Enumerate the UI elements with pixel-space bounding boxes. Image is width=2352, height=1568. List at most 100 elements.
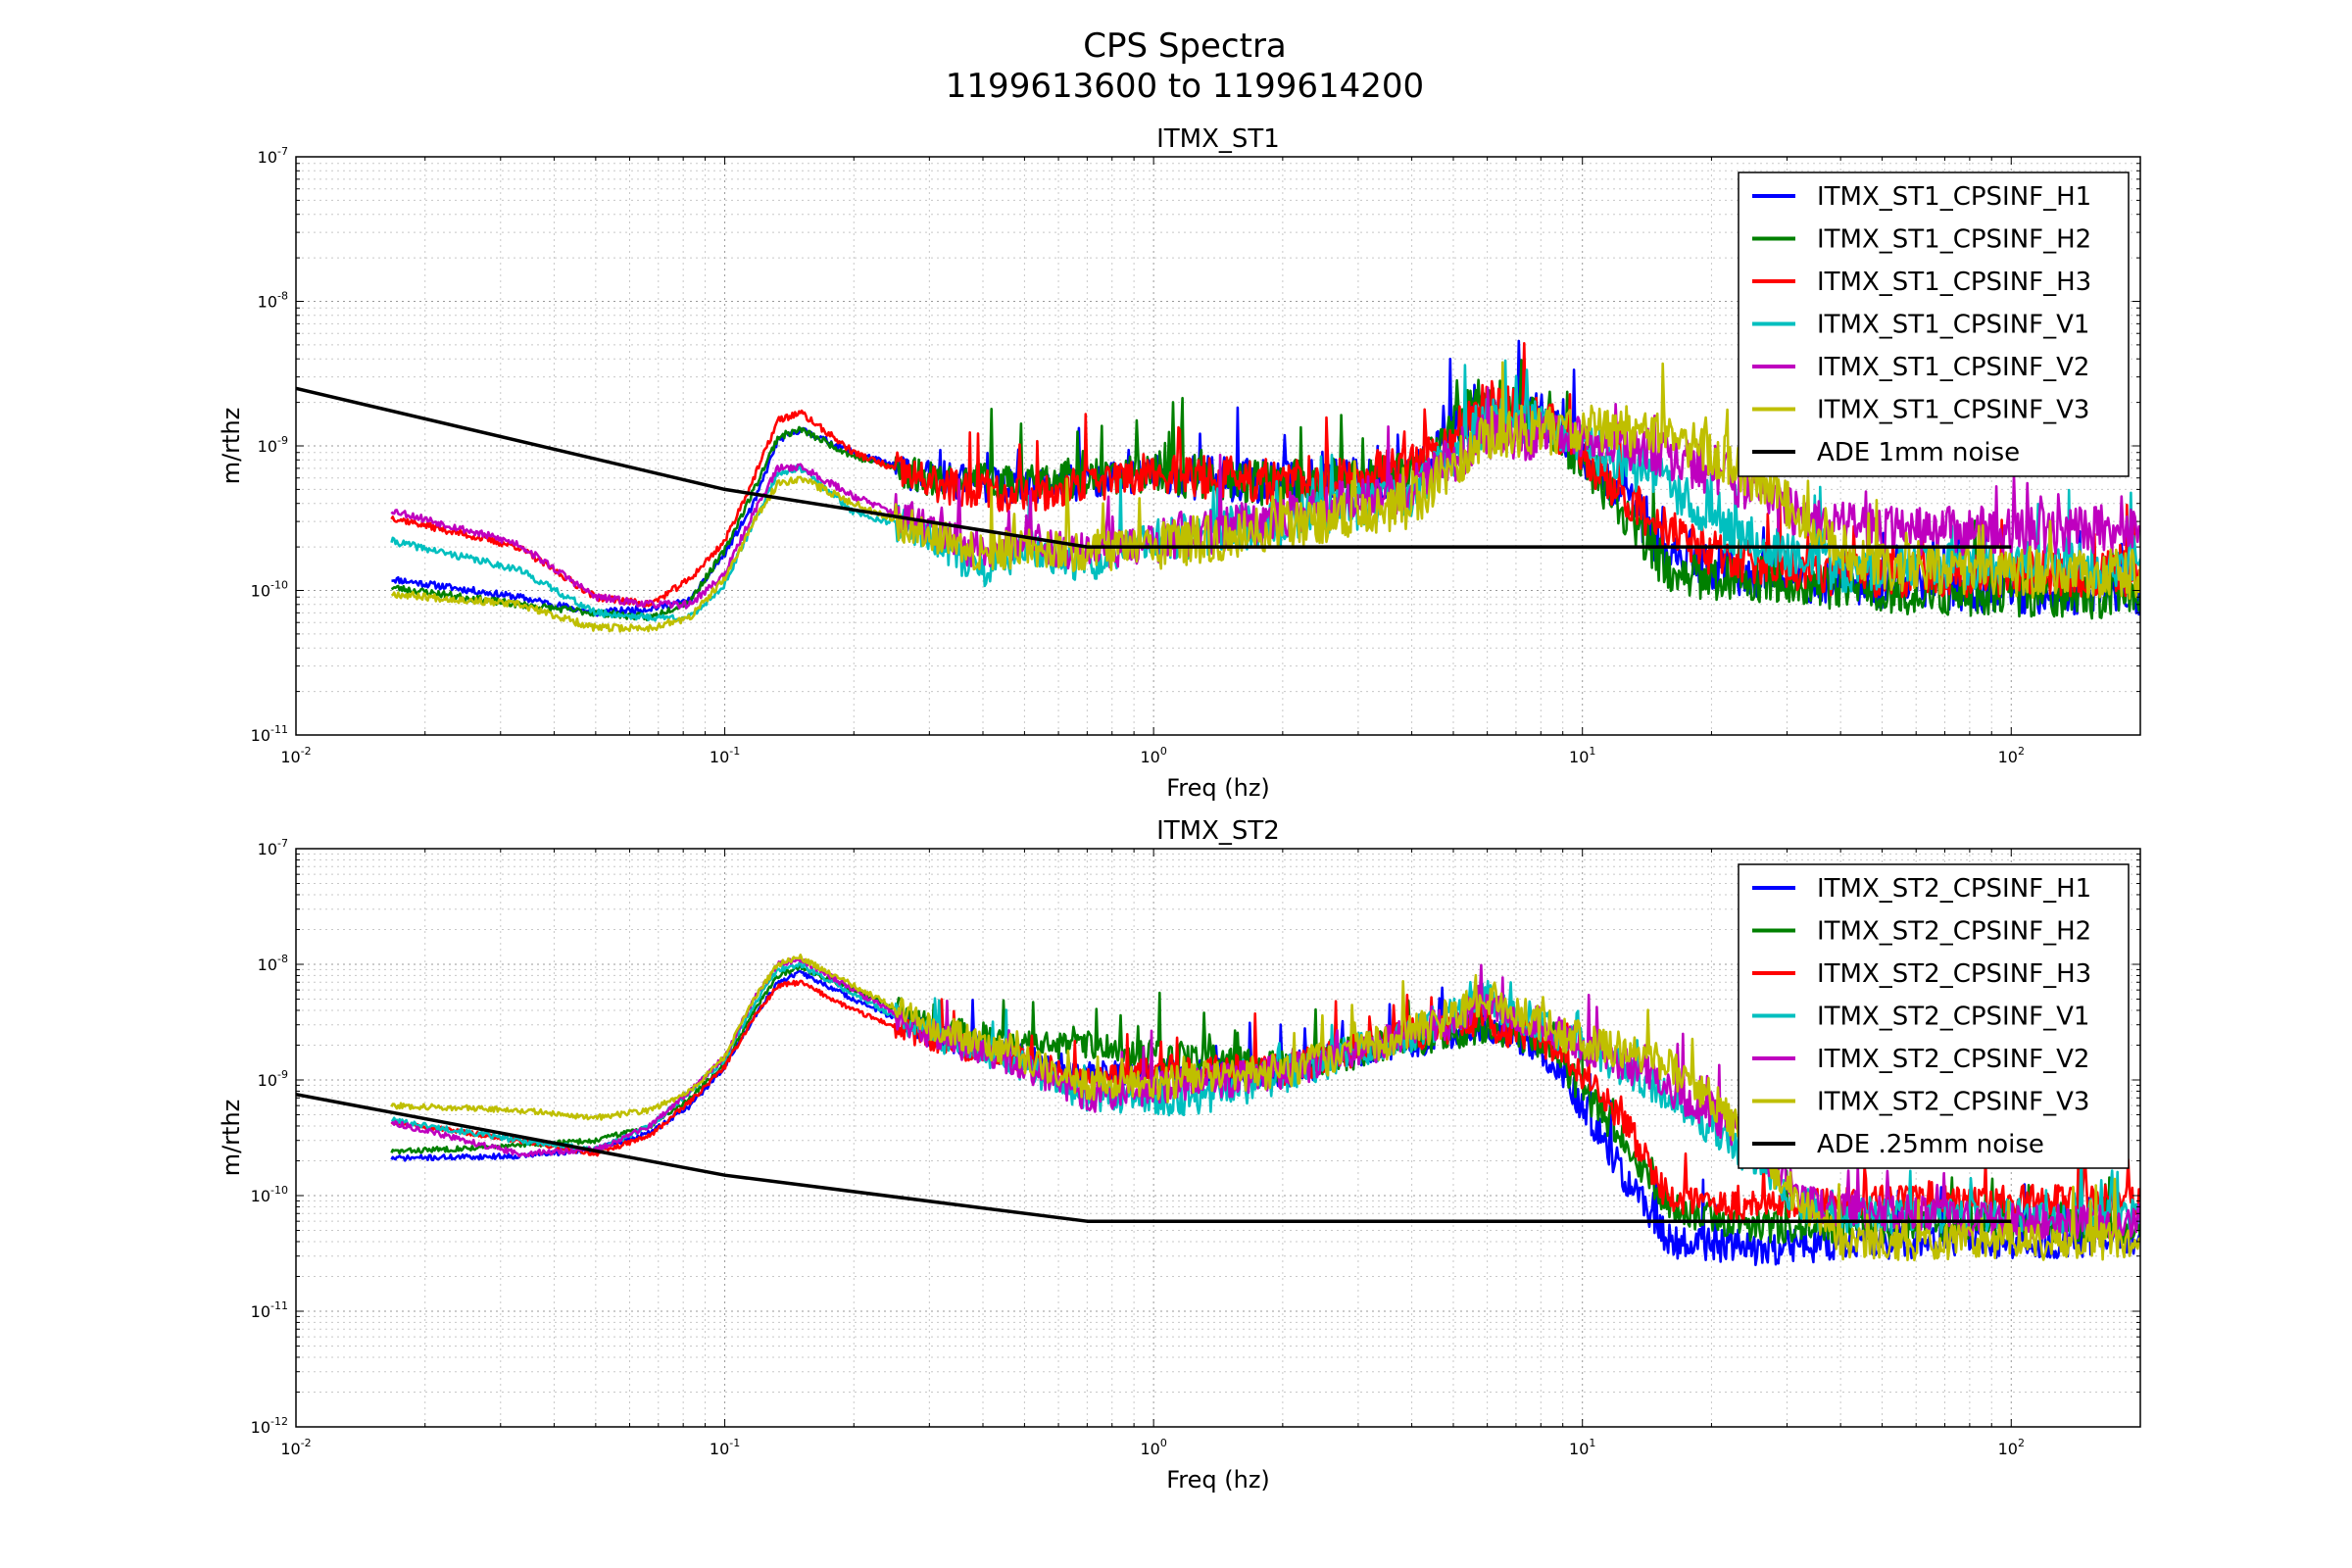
series-line-ade-1mm-noise [296, 386, 2012, 549]
panel1-y-tick-exponent: -7 [277, 837, 288, 850]
panel0-legend-box [1738, 172, 2130, 477]
panel0-x-tick-label: 10-1 [710, 745, 740, 766]
panel0-x-tick-label: 102 [1998, 745, 2025, 766]
panel1-x-tick-exponent: -1 [729, 1437, 740, 1449]
figure-title: CPS Spectra [1083, 26, 1287, 66]
panel0-y-tick-exponent: -11 [270, 723, 288, 736]
panel0-x-tick-base: 10 [1140, 748, 1159, 766]
panel0-y-tick-base: 10 [258, 148, 277, 167]
panel1-x-tick-label: 10-1 [710, 1437, 740, 1458]
legend-label-itmx-st2-cpsinf-h1: ITMX_ST2_CPSINF_H1 [1817, 874, 2091, 904]
st1-plot-area [296, 339, 2140, 633]
panel1-y-tick-exponent: -8 [277, 953, 288, 965]
panel1-y-tick-base: 10 [251, 1187, 270, 1205]
panel1-x-tick-exponent: 1 [1589, 1437, 1595, 1449]
panel1-y-tick-exponent: -11 [270, 1299, 288, 1312]
panel1-x-tick-label: 100 [1140, 1437, 1166, 1458]
panel1-y-tick-label: 10-11 [251, 1299, 288, 1321]
panel0-y-tick-exponent: -9 [277, 434, 288, 447]
panel0-y-tick-base: 10 [258, 293, 277, 312]
panel1-x-tick-label: 101 [1569, 1437, 1595, 1458]
panel1-y-tick-label: 10-9 [258, 1068, 288, 1090]
st2-y-axis-label: m/rthz [218, 1100, 245, 1177]
panel0-x-tick-exponent: 1 [1589, 745, 1595, 758]
panel0-y-tick-base: 10 [251, 726, 270, 745]
legend-label-itmx-st2-cpsinf-h2: ITMX_ST2_CPSINF_H2 [1817, 917, 2091, 947]
st2-x-axis-label: Freq (hz) [1166, 1466, 1270, 1494]
panel1-x-tick-label: 10-2 [280, 1437, 311, 1458]
legend-label-itmx-st2-cpsinf-v1: ITMX_ST2_CPSINF_V1 [1817, 1003, 2089, 1032]
legend-label-itmx-st1-cpsinf-h2: ITMX_ST1_CPSINF_H2 [1817, 225, 2091, 255]
panel1-y-tick-base: 10 [258, 840, 277, 858]
st1-legend: ITMX_ST1_CPSINF_H1 ITMX_ST1_CPSINF_H2 ITMX… [1738, 172, 2130, 477]
series-line-itmx-st1-cpsinf-h3 [390, 342, 2140, 609]
series-line-ade-25mm-noise [296, 1092, 2012, 1223]
panel0-y-tick-label: 10-11 [251, 723, 288, 745]
panel0-y-tick-exponent: -7 [277, 145, 288, 158]
legend-label-itmx-st1-cpsinf-h3: ITMX_ST1_CPSINF_H3 [1817, 268, 2091, 297]
legend-label-itmx-st1-cpsinf-v3: ITMX_ST1_CPSINF_V3 [1817, 396, 2089, 425]
st2-plot-area [296, 954, 2140, 1267]
legend-label-itmx-st2-cpsinf-v3: ITMX_ST2_CPSINF_V3 [1817, 1088, 2089, 1117]
panel0-x-tick-label: 10-2 [280, 745, 311, 766]
panel0-x-tick-label: 101 [1569, 745, 1595, 766]
panel1-x-tick-base: 10 [710, 1440, 729, 1458]
panel0-y-tick-exponent: -8 [277, 290, 288, 303]
panel0-x-tick-exponent: -1 [729, 745, 740, 758]
panel0-y-tick-label: 10-10 [251, 579, 288, 601]
st1-title: ITMX_ST1 [1156, 124, 1280, 154]
panel0-y-tick-label: 10-7 [258, 145, 288, 167]
panel0-x-tick-exponent: -2 [301, 745, 312, 758]
legend-label-ade-1mm-noise: ADE 1mm noise [1817, 438, 2020, 467]
panel1-y-tick-exponent: -9 [277, 1068, 288, 1081]
legend-label-itmx-st1-cpsinf-v2: ITMX_ST1_CPSINF_V2 [1817, 353, 2089, 382]
panel1-x-tick-exponent: -2 [301, 1437, 312, 1449]
panel0-y-tick-exponent: -10 [270, 579, 288, 592]
st1-panel: 10-2 10-1 100 101 10210-1110-1010-910-810-7 … [218, 124, 2141, 802]
st2-ticks: 10-2 10-1 100 101 10210-1210-1110-1010-910-8… [251, 837, 2141, 1458]
figure-subtitle: 1199613600 to 1199614200 [946, 67, 1424, 106]
panel0-y-tick-base: 10 [258, 437, 277, 456]
panel1-x-tick-base: 10 [1569, 1440, 1589, 1458]
st2-legend: ITMX_ST2_CPSINF_H1 ITMX_ST2_CPSINF_H2 ITMX… [1738, 863, 2130, 1169]
panel0-x-tick-exponent: 2 [2018, 745, 2025, 758]
panel0-x-tick-exponent: 0 [1160, 745, 1167, 758]
panel0-x-tick-base: 10 [1998, 748, 2018, 766]
series-line-itmx-st1-cpsinf-v3 [390, 361, 2140, 633]
panel1-x-tick-base: 10 [280, 1440, 300, 1458]
panel0-x-tick-base: 10 [710, 748, 729, 766]
panel1-x-tick-label: 102 [1998, 1437, 2025, 1458]
panel1-x-tick-base: 10 [1998, 1440, 2018, 1458]
legend-label-itmx-st2-cpsinf-v2: ITMX_ST2_CPSINF_V2 [1817, 1045, 2089, 1074]
panel1-legend-box [1738, 863, 2130, 1169]
panel1-y-tick-label: 10-12 [251, 1415, 288, 1437]
legend-label-itmx-st1-cpsinf-h1: ITMX_ST1_CPSINF_H1 [1817, 182, 2091, 212]
st1-x-axis-label: Freq (hz) [1166, 774, 1270, 802]
panel1-y-tick-base: 10 [258, 1071, 277, 1090]
series-line-itmx-st1-cpsinf-v2 [390, 386, 2140, 610]
legend-label-itmx-st1-cpsinf-v1: ITMX_ST1_CPSINF_V1 [1817, 311, 2089, 340]
panel0-x-tick-base: 10 [1569, 748, 1589, 766]
legend-label-itmx-st2-cpsinf-h3: ITMX_ST2_CPSINF_H3 [1817, 959, 2091, 989]
st1-y-axis-label: m/rthz [218, 408, 245, 485]
panel0-y-tick-label: 10-8 [258, 290, 288, 312]
panel1-y-tick-label: 10-10 [251, 1184, 288, 1205]
panel1-y-tick-label: 10-7 [258, 837, 288, 858]
panel1-y-tick-base: 10 [251, 1302, 270, 1321]
st2-panel: 10-2 10-1 100 101 10210-1210-1110-1010-910-8… [218, 816, 2141, 1494]
panel0-y-tick-label: 10-9 [258, 434, 288, 456]
panel1-x-tick-base: 10 [1140, 1440, 1159, 1458]
panel1-y-tick-exponent: -12 [270, 1415, 288, 1428]
panel1-y-tick-base: 10 [251, 1418, 270, 1437]
series-line-itmx-st2-cpsinf-v3 [390, 954, 2140, 1262]
panel1-x-tick-exponent: 2 [2018, 1437, 2025, 1449]
panel1-y-tick-label: 10-8 [258, 953, 288, 974]
panel1-y-tick-exponent: -10 [270, 1184, 288, 1197]
st2-axes-frame [295, 848, 2141, 1428]
panel0-y-tick-base: 10 [251, 582, 270, 601]
panel1-x-tick-exponent: 0 [1160, 1437, 1167, 1449]
panel1-y-tick-base: 10 [258, 956, 277, 974]
st2-title: ITMX_ST2 [1156, 816, 1280, 846]
